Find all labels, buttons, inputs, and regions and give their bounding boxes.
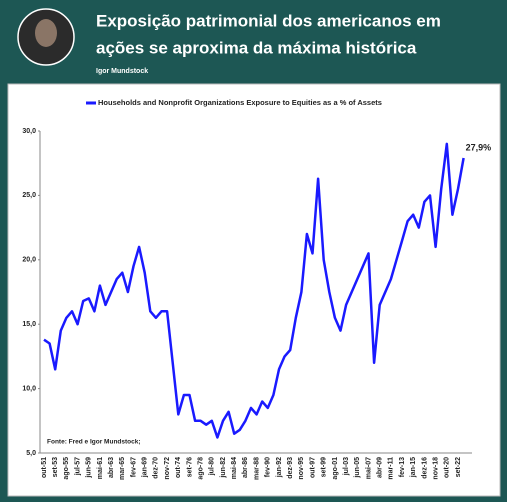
x-tick-label: jun-59 <box>86 457 93 479</box>
data-label: 27,9% <box>466 142 492 152</box>
x-tick-label: abr-63 <box>108 457 115 478</box>
y-tick-label: 10,0 <box>22 385 36 392</box>
x-tick-label: jan-92 <box>276 457 283 478</box>
x-tick-label: ago-01 <box>332 457 339 480</box>
x-tick-label: jul-03 <box>343 457 350 476</box>
x-tick-label: set-22 <box>455 457 462 477</box>
y-tick-label: 25,0 <box>22 192 36 199</box>
legend-label: Households and Nonprofit Organizations E… <box>98 98 382 107</box>
x-tick-label: out-74 <box>175 457 182 478</box>
x-tick-label: dez-70 <box>153 457 160 479</box>
x-tick-label: fev-90 <box>265 457 272 477</box>
x-tick-label: fev-67 <box>130 457 137 477</box>
x-tick-label: mai-61 <box>97 457 104 479</box>
x-tick-label: jul-57 <box>74 457 81 476</box>
y-tick-label: 5,0 <box>26 450 36 457</box>
title-line: ações se aproxima da máxima histórica <box>96 38 417 57</box>
y-tick-label: 15,0 <box>22 321 36 328</box>
x-tick-label: mai-84 <box>231 457 238 479</box>
x-tick-label: ago-55 <box>63 457 70 480</box>
y-tick-label: 30,0 <box>22 128 36 135</box>
x-tick-label: out-51 <box>41 457 48 478</box>
x-tick-label: jul-80 <box>209 457 216 476</box>
x-tick-label: jan-69 <box>142 457 149 478</box>
x-tick-label: abr-86 <box>242 457 249 478</box>
chart-area <box>7 83 501 497</box>
x-tick-label: dez-16 <box>421 457 428 479</box>
x-tick-label: set-99 <box>321 457 328 477</box>
x-tick-label: set-53 <box>52 457 59 477</box>
avatar-face <box>35 19 57 47</box>
x-tick-label: out-20 <box>444 457 451 478</box>
x-tick-label: nov-18 <box>432 457 439 480</box>
x-tick-label: jan-15 <box>410 457 417 478</box>
y-tick-label: 20,0 <box>22 257 36 264</box>
x-tick-label: mar-11 <box>388 457 395 480</box>
title-line: Exposição patrimonial dos americanos em <box>96 11 441 30</box>
data-line <box>43 142 465 439</box>
x-tick-label: mai-07 <box>365 457 372 479</box>
x-tick-label: nov-72 <box>164 457 171 480</box>
x-tick-label: ago-78 <box>197 457 204 480</box>
x-tick-label: out-97 <box>309 457 316 478</box>
x-tick-label: fev-13 <box>399 457 406 477</box>
x-tick-label: dez-93 <box>287 457 294 479</box>
annotation: Fonte: Fred e Igor Mundstock; <box>47 439 141 446</box>
x-tick-label: mar-65 <box>119 457 126 480</box>
x-tick-label: jun-82 <box>220 457 227 479</box>
x-tick-label: abr-09 <box>377 457 384 478</box>
x-tick-label: nov-95 <box>298 457 305 480</box>
x-tick-label: jun-05 <box>354 457 361 479</box>
x-tick-label: set-76 <box>186 457 193 477</box>
author: Igor Mundstock <box>96 68 148 75</box>
x-tick-label: mar-88 <box>253 457 260 480</box>
